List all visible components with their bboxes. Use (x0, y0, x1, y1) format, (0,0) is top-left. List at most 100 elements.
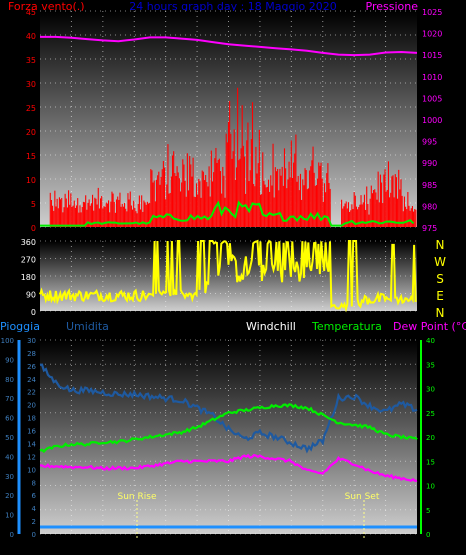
compass-label: N (436, 238, 445, 252)
x-tick-label: 18 (318, 231, 328, 240)
humidity-tick-label: 4 (32, 505, 37, 513)
rain-legend: Pioggia (0, 320, 40, 333)
sunrise-label: Sun Rise (118, 492, 157, 502)
x-tick-label: 12 (223, 539, 233, 548)
wind-x-tick-labels: 02 04 06 08 10 12 14 16 18 20 22 00 (66, 231, 422, 240)
wind-tick-label: 25 (26, 104, 36, 113)
x-tick-label: 14 (255, 539, 265, 548)
compass-label: N (436, 306, 445, 320)
humidity-legend: Umidita (66, 320, 109, 333)
rain-tick-label: 60 (5, 415, 14, 423)
compass-label: S (436, 272, 444, 286)
humidity-tick-label: 18 (27, 415, 36, 423)
wind-tick-label: 5 (31, 200, 36, 209)
humidity-tick-label: 8 (32, 479, 36, 487)
x-tick-label: 02 (66, 231, 76, 240)
x-tick-label: 20 (349, 539, 359, 548)
humidity-tick-label: 6 (32, 492, 37, 500)
rain-tick-label: 10 (5, 512, 14, 520)
temperature-tick-label: 10 (426, 483, 435, 491)
humidity-tick-label: 22 (27, 389, 36, 397)
x-tick-label: 10 (192, 539, 202, 548)
x-tick-label: 12 (223, 231, 233, 240)
humidity-tick-label: 16 (27, 428, 36, 436)
x-tick-label: 18 (318, 539, 328, 548)
x-tick-label: 04 (98, 539, 108, 548)
humidity-tick-label: 0 (32, 531, 36, 539)
temperature-tick-label: 35 (426, 361, 435, 369)
pressure-tick-label: 985 (422, 181, 437, 190)
humidity-tick-label: 24 (27, 376, 36, 384)
temperature-tick-label: 25 (426, 410, 435, 418)
pressure-tick-label: 1025 (422, 8, 442, 17)
rain-tick-label: 50 (5, 434, 14, 442)
x-tick-label: 02 (66, 539, 76, 548)
chart-title: 24 hours graph day : 18 Maggio 2020 (129, 0, 337, 13)
x-tick-label: 10 (192, 231, 202, 240)
humidity-tick-label: 20 (27, 402, 36, 410)
wind-tick-label: 35 (26, 56, 36, 65)
x-tick-label: Sun Rise (117, 539, 152, 548)
pressure-legend: Pressione (366, 0, 419, 13)
rain-tick-label: 20 (5, 492, 14, 500)
pressure-tick-label: 1015 (422, 51, 442, 60)
humidity-tick-label: 2 (32, 518, 36, 526)
x-tick-label: 14 (255, 231, 265, 240)
pressure-tick-label: 975 (422, 224, 437, 233)
x-tick-label: 22 (380, 539, 390, 548)
wind-axis-ticks: 0 5 10 15 20 25 30 35 40 45 (26, 8, 36, 233)
x-tick-label: 04 (98, 231, 108, 240)
temperature-tick-label: 20 (426, 434, 435, 442)
x-tick-label: 00 (412, 539, 422, 548)
wind-tick-label: 20 (26, 128, 36, 137)
rain-axis-ticks: 0 10 20 30 40 50 60 70 80 90 100 (1, 337, 14, 539)
direction-tick-label: 270 (21, 256, 36, 265)
pressure-tick-label: 1010 (422, 73, 442, 82)
humidity-tick-label: 12 (27, 453, 36, 461)
direction-tick-label: 0 (31, 308, 36, 317)
rain-tick-label: 100 (1, 337, 14, 345)
direction-tick-label: 90 (26, 291, 36, 300)
x-tick-label: 06 (129, 231, 139, 240)
wind-tick-label: 45 (26, 8, 36, 17)
pressure-tick-label: 1005 (422, 94, 442, 103)
temperature-legend: Temperatura (311, 320, 382, 333)
x-tick-label: 16 (286, 231, 296, 240)
temperature-tick-label: 30 (426, 386, 435, 394)
humidity-line (39, 363, 418, 454)
pressure-tick-label: 1000 (422, 116, 442, 125)
compass-label: E (436, 289, 444, 303)
pressure-tick-label: 980 (422, 202, 437, 211)
wind-tick-label: 30 (26, 80, 36, 89)
wind-tick-label: 40 (26, 32, 36, 41)
pressure-line (40, 35, 418, 57)
temperature-tick-label: 0 (426, 531, 430, 539)
pressure-axis-ticks: 975 980 985 990 995 1000 1005 1010 1015 1020 1025 (422, 8, 442, 233)
dewpoint-legend: Dew Point (°C) (393, 320, 466, 333)
dewpoint-line (39, 453, 418, 483)
direction-axis-ticks: 0 90 180 270 360 (21, 238, 36, 317)
wind-tick-label: 0 (31, 224, 36, 233)
rain-tick-label: 70 (5, 395, 14, 403)
compass-label: W (434, 255, 446, 269)
wind-direction-line (39, 239, 417, 313)
temperature-x-tick-labels: 02 04 Sun Rise 08 10 12 14 16 18 20 22 00 (66, 539, 422, 548)
direction-tick-label: 180 (21, 273, 36, 282)
wind-average-line (40, 200, 415, 227)
wind-force-legend: Forza vento(.) (8, 0, 85, 13)
temperature-tick-label: 15 (426, 458, 435, 466)
humidity-tick-label: 26 (27, 363, 36, 371)
wind-tick-label: 15 (26, 152, 36, 161)
pressure-tick-label: 995 (422, 138, 437, 147)
x-tick-label: 08 (161, 231, 171, 240)
direction-tick-label: 360 (21, 238, 36, 247)
rain-tick-label: 30 (5, 473, 14, 481)
rain-tick-label: 90 (5, 356, 14, 364)
x-tick-label: 08 (161, 539, 171, 548)
temperature-panel (40, 340, 417, 534)
humidity-tick-label: 14 (27, 440, 36, 448)
temperature-line (39, 403, 418, 454)
